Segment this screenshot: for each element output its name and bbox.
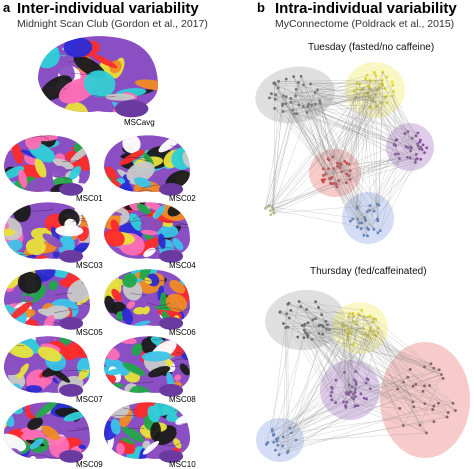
brain-label-msc09: MSC09 (76, 460, 103, 469)
network-hull-red (380, 342, 470, 458)
brain-mscavg (38, 36, 158, 118)
brain-surface-maps (4, 36, 190, 463)
brain-label-mscavg: MSCavg (124, 118, 155, 127)
brain-msc01 (4, 135, 90, 196)
brain-msc02 (104, 135, 190, 196)
brain-label-msc02: MSC02 (169, 194, 196, 203)
network-graph-thursday (256, 289, 470, 462)
brain-label-msc05: MSC05 (76, 328, 103, 337)
network-graph-tuesday (255, 62, 434, 244)
panel-a-title: Inter-individual variability (17, 0, 199, 17)
panel-b-subtitle: MyConnectome (Poldrack et al., 2015) (275, 18, 455, 30)
brain-label-msc01: MSC01 (76, 194, 103, 203)
network-hull-green (260, 202, 280, 218)
brain-msc09 (4, 402, 90, 463)
panel-b-letter: b (257, 0, 265, 15)
brain-label-msc10: MSC10 (169, 460, 196, 469)
brain-label-msc03: MSC03 (76, 261, 103, 270)
brain-label-msc06: MSC06 (169, 328, 196, 337)
panel-b-title: Intra-individual variability (275, 0, 457, 17)
graph-top-label: Tuesday (fasted/no caffeine) (308, 42, 435, 53)
panel-a-subtitle: Midnight Scan Club (Gordon et al., 2017) (17, 18, 208, 30)
brain-msc10 (104, 402, 190, 463)
brain-label-msc08: MSC08 (169, 395, 196, 404)
brain-label-msc04: MSC04 (169, 261, 196, 270)
brain-msc05 (4, 269, 90, 330)
graph-bottom-label: Thursday (fed/caffeinated) (310, 266, 427, 277)
panel-a-letter: a (3, 0, 11, 15)
brain-label-msc07: MSC07 (76, 395, 103, 404)
brain-msc06 (104, 269, 190, 330)
network-hull-purple (386, 123, 434, 171)
